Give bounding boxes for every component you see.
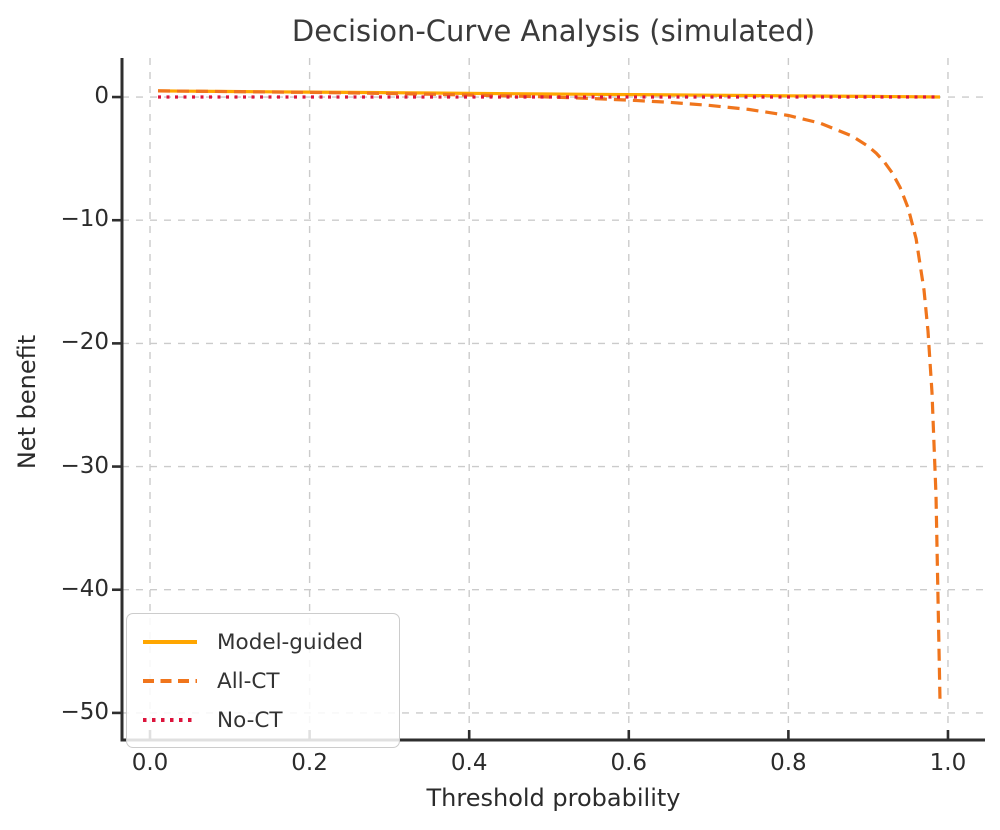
legend-entry-model-guided: Model-guided [143, 627, 383, 657]
legend-entry-all-ct: All-CT [143, 666, 383, 696]
y-tick-label: −50 [60, 698, 109, 725]
legend-label: Model-guided [217, 629, 364, 655]
legend: Model-guided All-CT No-CT [126, 613, 400, 748]
y-tick-label: −40 [60, 575, 109, 602]
legend-line-sample [143, 718, 197, 722]
legend-line-sample [143, 640, 197, 644]
x-tick-label: 0.6 [610, 750, 648, 776]
legend-entry-no-ct: No-CT [143, 705, 383, 735]
legend-label: All-CT [217, 668, 280, 694]
chart-title: Decision-Curve Analysis (simulated) [291, 14, 816, 48]
x-axis-label: Threshold probability [426, 784, 681, 812]
x-tick-label: 0.8 [770, 750, 807, 776]
y-tick-label: −30 [60, 452, 109, 479]
series-line-all-ct [157, 89, 942, 701]
y-tick-label: −10 [60, 206, 109, 233]
y-tick-label: −20 [60, 329, 109, 356]
legend-line-sample [143, 679, 197, 683]
y-axis-label: Net benefit [13, 334, 41, 470]
x-tick-label: 0.4 [450, 750, 488, 776]
x-tick-label: 1.0 [929, 750, 967, 776]
x-tick-label: 0.2 [291, 750, 328, 776]
legend-label: No-CT [217, 707, 283, 733]
y-tick-label: 0 [94, 83, 109, 110]
x-tick-label: 0.0 [131, 750, 169, 776]
